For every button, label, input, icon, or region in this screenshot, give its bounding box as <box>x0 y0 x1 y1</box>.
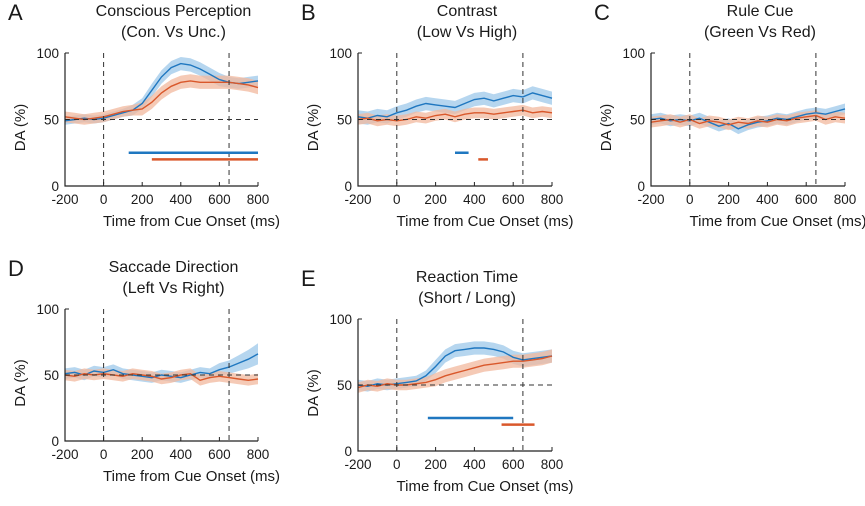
panel-subtitle: (Left Vs Right) <box>122 280 224 297</box>
x-tick-label: 200 <box>131 192 154 207</box>
panel-d: D Saccade Direction(Left Vs Right)-200 0 20… <box>8 256 280 485</box>
y-tick-label: 0 <box>51 179 59 194</box>
error-band-orange <box>358 104 552 127</box>
x-tick-label: 400 <box>463 192 486 207</box>
y-tick-label: 100 <box>36 302 59 317</box>
x-tick-label: 400 <box>463 457 486 472</box>
y-tick-label: 0 <box>51 434 59 449</box>
panel-letter: B <box>301 0 316 25</box>
y-tick-label: 100 <box>329 46 352 61</box>
x-tick-label: 200 <box>424 192 447 207</box>
y-axis-label: DA (%) <box>305 104 322 152</box>
y-tick-label: 50 <box>337 113 352 128</box>
panel-e: E Reaction Time(Short / Long)-200 0 200 400 6… <box>301 266 573 495</box>
x-axis-label: Time from Cue Onset (ms) <box>690 213 865 230</box>
y-tick-label: 50 <box>44 113 59 128</box>
x-axis-label: Time from Cue Onset (ms) <box>397 478 574 495</box>
x-tick-label: -200 <box>51 192 78 207</box>
panel-letter: C <box>594 0 610 25</box>
series-line-blue <box>64 62 259 122</box>
error-band-orange <box>65 74 258 125</box>
error-band-orange <box>651 110 845 131</box>
y-tick-label: 100 <box>329 312 352 327</box>
y-tick-label: 0 <box>344 179 352 194</box>
series-line-blue <box>357 92 553 119</box>
y-tick-label: 50 <box>630 113 645 128</box>
panel-letter: E <box>301 266 316 291</box>
y-axis-label: DA (%) <box>12 359 29 407</box>
panel-title: Reaction Time <box>416 269 518 286</box>
x-tick-label: 800 <box>834 192 857 207</box>
x-tick-label: 400 <box>756 192 779 207</box>
y-tick-label: 100 <box>36 46 59 61</box>
y-tick-label: 50 <box>337 378 352 393</box>
x-tick-label: 800 <box>541 457 564 472</box>
x-tick-label: 0 <box>100 192 108 207</box>
x-tick-label: 200 <box>424 457 447 472</box>
x-tick-label: 400 <box>170 447 193 462</box>
y-tick-label: 0 <box>637 179 645 194</box>
series-line-blue <box>64 353 259 379</box>
x-tick-label: 200 <box>131 447 154 462</box>
y-tick-label: 100 <box>622 46 645 61</box>
x-tick-label: 800 <box>541 192 564 207</box>
x-axis-label: Time from Cue Onset (ms) <box>397 213 574 230</box>
panel-c: C Rule Cue(Green Vs Red)-200 0 200 400 600 800… <box>594 0 865 230</box>
error-band-blue <box>358 341 552 392</box>
series-line-orange <box>357 109 553 122</box>
x-tick-label: -200 <box>637 192 664 207</box>
x-tick-label: 600 <box>502 192 525 207</box>
y-axis-label: DA (%) <box>305 369 322 417</box>
x-axis-label: Time from Cue Onset (ms) <box>103 213 280 230</box>
x-tick-label: 600 <box>208 192 231 207</box>
x-tick-label: 600 <box>208 447 231 462</box>
panel-letter: D <box>8 256 24 281</box>
x-tick-label: 0 <box>393 192 401 207</box>
panel-subtitle: (Low Vs High) <box>417 24 517 41</box>
panel-title: Rule Cue <box>727 3 794 20</box>
x-tick-label: 0 <box>686 192 694 207</box>
series-line-orange <box>357 355 553 389</box>
series-line-orange <box>64 372 259 382</box>
panel-subtitle: (Short / Long) <box>418 290 516 307</box>
panel-title: Saccade Direction <box>109 259 239 276</box>
panel-title: Contrast <box>437 3 498 20</box>
y-tick-label: 50 <box>44 368 59 383</box>
x-tick-label: -200 <box>344 192 371 207</box>
x-axis-label: Time from Cue Onset (ms) <box>103 468 280 485</box>
panel-subtitle: (Green Vs Red) <box>704 24 816 41</box>
series-line-blue <box>650 108 846 130</box>
x-tick-label: 600 <box>502 457 525 472</box>
x-tick-label: 800 <box>247 447 270 462</box>
series-line-orange <box>650 114 846 126</box>
x-tick-label: -200 <box>51 447 78 462</box>
y-axis-label: DA (%) <box>12 104 29 152</box>
panel-a: A Conscious Perception(Con. Vs Unc.)-200 0… <box>8 0 280 230</box>
series-line-orange <box>64 80 259 121</box>
x-tick-label: 0 <box>393 457 401 472</box>
panel-letter: A <box>8 0 23 25</box>
x-tick-label: -200 <box>344 457 371 472</box>
panel-subtitle: (Con. Vs Unc.) <box>121 24 226 41</box>
x-tick-label: 200 <box>717 192 740 207</box>
panel-b: B Contrast(Low Vs High)-200 0 200 400 600 8000… <box>301 0 573 230</box>
x-tick-label: 0 <box>100 447 108 462</box>
y-tick-label: 0 <box>344 444 352 459</box>
x-tick-label: 400 <box>170 192 193 207</box>
x-tick-label: 800 <box>247 192 270 207</box>
error-band-orange <box>65 368 258 386</box>
y-axis-label: DA (%) <box>598 104 615 152</box>
panel-title: Conscious Perception <box>96 3 252 20</box>
x-tick-label: 600 <box>795 192 818 207</box>
